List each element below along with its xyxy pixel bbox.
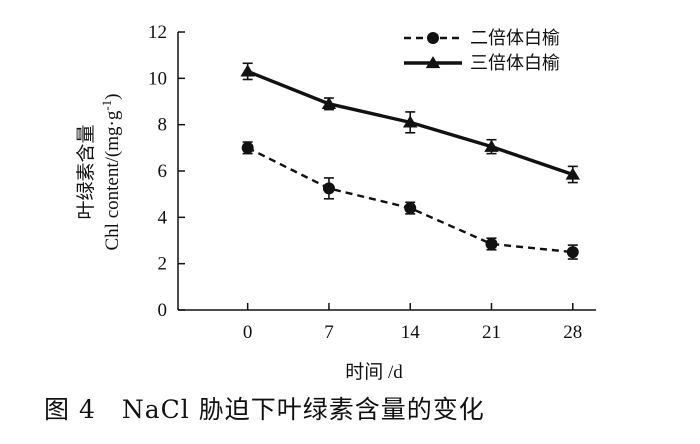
- y-axis-title-en: Chl content/(mg·g-1): [99, 93, 123, 250]
- data-point: [402, 115, 418, 128]
- legend-item-2: 三倍体白榆: [404, 53, 560, 74]
- legend-label: 二倍体白榆: [470, 28, 560, 49]
- y-tick-label: 2: [158, 254, 168, 275]
- legend-marker: [425, 56, 441, 69]
- y-tick-label: 0: [158, 300, 168, 321]
- y-tick-label: 12: [148, 22, 167, 43]
- series-line: [247, 146, 573, 254]
- data-point: [484, 139, 499, 152]
- legend-marker: [427, 32, 439, 44]
- y-tick-label: 8: [158, 115, 168, 136]
- y-tick-label: 6: [158, 161, 168, 182]
- x-tick-label: 14: [401, 322, 421, 343]
- legend-item-1: 二倍体白榆: [404, 28, 560, 49]
- series-2: [240, 62, 581, 184]
- x-tick-label: 28: [563, 322, 582, 343]
- data-point: [322, 182, 335, 195]
- x-tick-label: 7: [324, 322, 334, 343]
- data-point: [241, 141, 254, 154]
- y-tick-label: 4: [158, 207, 168, 228]
- y-axis-title: 叶绿素含量 Chl content/(mg·g-1): [75, 93, 123, 250]
- data-point: [404, 202, 417, 215]
- x-axis-title: 时间 /d: [345, 361, 403, 383]
- data-point: [566, 246, 579, 259]
- y-tick-label: 10: [148, 68, 167, 89]
- y-axis-title-cn: 叶绿素含量: [75, 124, 97, 219]
- data-point: [321, 96, 337, 109]
- data-point: [485, 237, 498, 250]
- figure-caption: 图 4 NaCl 胁迫下叶绿素含量的变化: [44, 395, 485, 424]
- series-1: [241, 141, 579, 260]
- x-tick-label: 0: [243, 322, 253, 343]
- chart-series: [240, 62, 581, 260]
- chart-axes: 0 2 4 6 8 10 12 0 7 14 21 28: [148, 22, 596, 343]
- y-axis-title-superscript: -1: [99, 100, 114, 111]
- data-point: [565, 167, 581, 180]
- legend-label: 三倍体白榆: [470, 53, 560, 74]
- data-point: [240, 64, 255, 77]
- x-tick-label: 21: [482, 322, 501, 343]
